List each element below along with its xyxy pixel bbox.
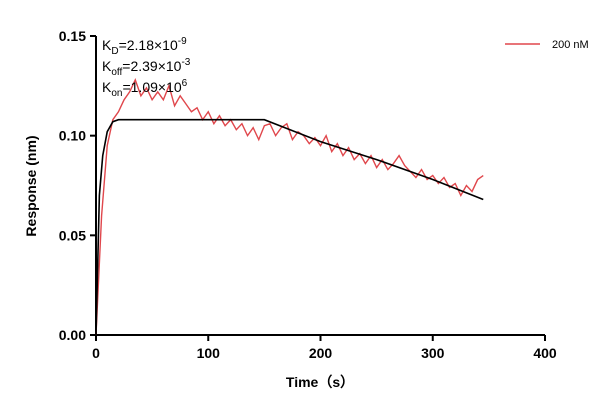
- x-tick-label: 0: [92, 345, 100, 361]
- annotation-superscript: 6: [182, 78, 188, 89]
- x-tick-label: 100: [197, 345, 221, 361]
- y-tick-label: 0.05: [59, 227, 86, 243]
- annotation: Kon=1.09×106: [102, 78, 188, 99]
- annotation-text: =1.09×10: [122, 79, 181, 95]
- x-axis-label: Time（s）: [286, 374, 354, 390]
- y-tick-label: 0.15: [59, 28, 86, 44]
- annotation-text: =2.39×10: [122, 58, 181, 74]
- legend-label: 200 nM: [552, 39, 589, 51]
- annotation: KD=2.18×10-9: [102, 36, 187, 57]
- y-tick-label: 0.00: [59, 327, 86, 343]
- annotation-subscript: on: [111, 88, 122, 99]
- series-line: [95, 78, 484, 336]
- annotation-text: =2.18×10: [119, 37, 178, 53]
- annotation-symbol: K: [102, 79, 112, 95]
- series-line: [95, 118, 484, 336]
- x-tick-label: 400: [533, 345, 557, 361]
- y-tick-label: 0.10: [59, 128, 86, 144]
- annotation-symbol: K: [102, 58, 112, 74]
- annotation-subscript: off: [111, 67, 122, 78]
- x-tick-label: 300: [421, 345, 445, 361]
- annotation-superscript: -9: [178, 36, 187, 47]
- annotation: Koff=2.39×10-3: [102, 57, 191, 78]
- x-tick-label: 200: [309, 345, 333, 361]
- annotation-symbol: K: [102, 37, 112, 53]
- annotation-superscript: -3: [181, 57, 190, 68]
- y-axis-label: Response (nm): [23, 135, 39, 236]
- annotation-subscript: D: [111, 46, 118, 57]
